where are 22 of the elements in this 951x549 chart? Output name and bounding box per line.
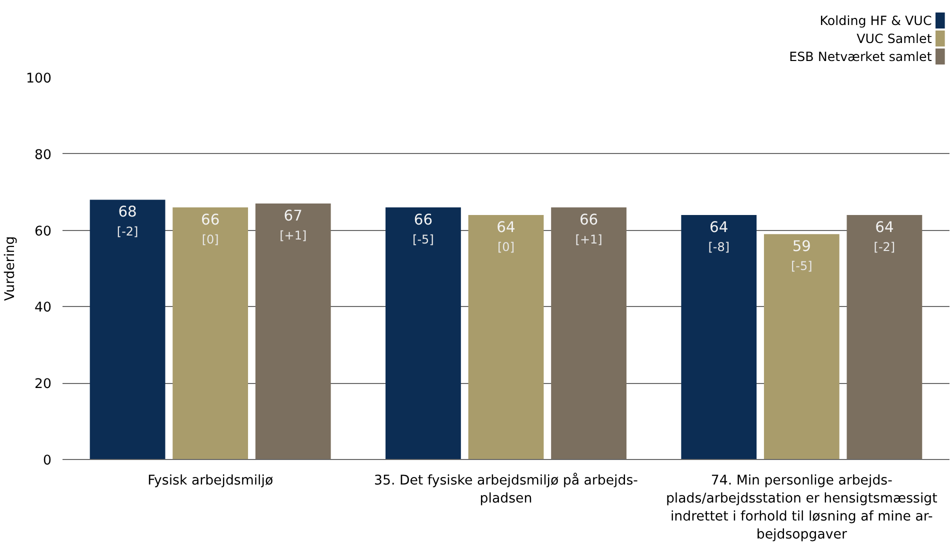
y-tick-label: 60 — [34, 224, 52, 240]
x-tick-label: Fysisk arbejdsmiljø — [148, 474, 274, 488]
x-tick-label: 74. Min personlige arbejds- plads/arbejdsstation er hensigtsmæssigt indrettet i forhold til løsning af mine ar- bejdsopgaver — [666, 474, 938, 542]
y-tick-label: 0 — [43, 454, 52, 468]
data-label: 59 [-5] — [791, 238, 812, 274]
data-label: 66 [0] — [201, 211, 220, 246]
data-label: 64 [-2] — [874, 219, 896, 254]
data-label: 64 [0] — [496, 219, 516, 254]
y-tick-label: 80 — [34, 148, 52, 163]
data-label: 66 [-5] — [412, 211, 434, 246]
y-tick-label: 100 — [26, 72, 52, 86]
y-tick-label: 40 — [34, 300, 52, 316]
y-axis-title: Vurdering — [3, 236, 18, 301]
data-label: 68 [-2] — [116, 204, 138, 239]
legend-label: VUC Samlet — [856, 31, 932, 46]
data-label: 67 [+1] — [280, 208, 307, 243]
legend-label: Kolding HF & VUC — [820, 13, 932, 28]
data-label: 66 [+1] — [575, 211, 602, 246]
data-label: 64 [-8] — [708, 219, 730, 254]
legend-label: ESB Netværket samlet — [789, 49, 932, 64]
x-tick-label: 35. Det fysiske arbejdsmiljø på arbejds- pladsen — [374, 472, 638, 506]
y-tick-label: 20 — [34, 377, 52, 392]
